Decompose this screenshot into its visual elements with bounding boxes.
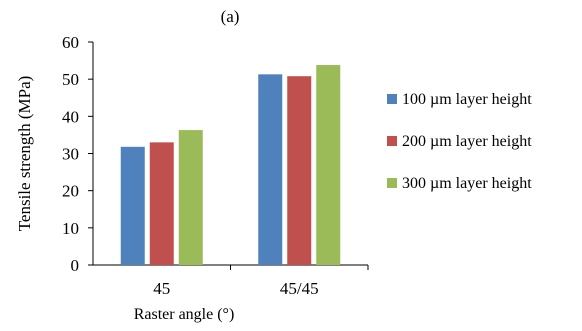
bar [258, 74, 283, 266]
y-tick-label: 50 [62, 70, 79, 89]
legend-label: 200 µm layer height [402, 133, 532, 150]
y-tick-label: 30 [62, 145, 79, 164]
y-tick-label: 60 [62, 33, 79, 52]
bar [120, 146, 145, 265]
y-tick-label: 0 [71, 256, 80, 275]
x-axis-title: Raster angle (°) [134, 306, 235, 323]
x-tick-label: 45 [153, 279, 170, 298]
bar [178, 130, 203, 265]
legend-swatch [387, 94, 397, 104]
bar [149, 142, 174, 265]
legend-swatch [387, 178, 397, 188]
plot-area: 0 10 20 30 40 50 60 45 45/45 [62, 33, 369, 298]
bar [287, 76, 312, 266]
y-tick-label: 10 [62, 219, 79, 238]
bar [316, 65, 341, 265]
x-tick-label: 45/45 [280, 279, 319, 298]
legend-label: 300 µm layer height [402, 175, 532, 192]
y-axis-title: Tensile strength (MPa) [15, 76, 34, 232]
legend: 100 µm layer height 200 µm layer height 30… [387, 91, 532, 192]
y-tick-label: 20 [62, 182, 79, 201]
legend-swatch [387, 136, 397, 146]
y-tick-label: 40 [62, 107, 79, 126]
chart-title: (a) [221, 7, 240, 26]
legend-label: 100 µm layer height [402, 91, 532, 108]
